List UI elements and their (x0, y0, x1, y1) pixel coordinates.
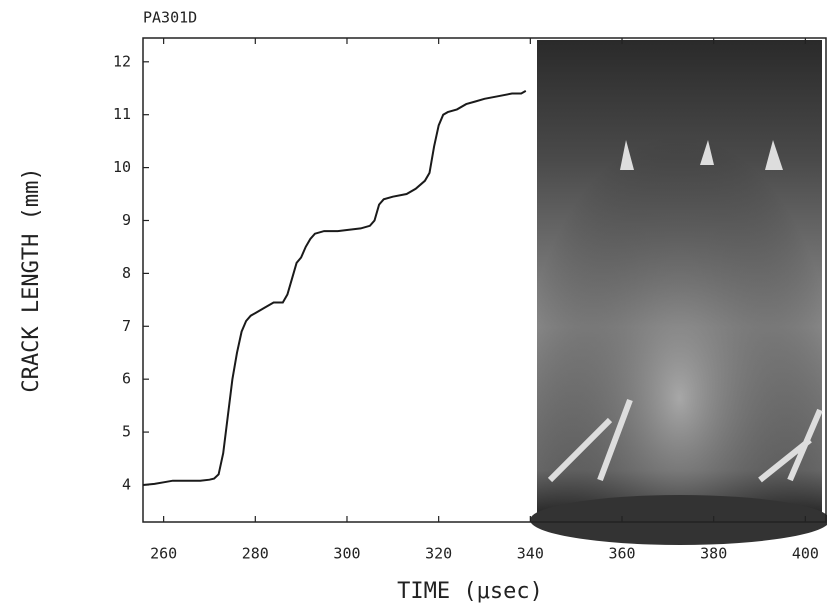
y-axis-label: CRACK LENGTH (mm) (19, 167, 44, 392)
y-tick-label: 11 (113, 105, 131, 123)
y-tick-label: 7 (122, 317, 131, 335)
data-line (142, 90, 527, 486)
x-axis-label: TIME (μsec) (397, 579, 543, 604)
y-tick-label: 12 (113, 52, 131, 70)
x-tick-label: 260 (150, 545, 177, 563)
x-tick-label: 320 (425, 545, 452, 563)
y-tick-label: 10 (113, 158, 131, 176)
y-tick-label: 5 (122, 423, 131, 441)
x-tick-label: 380 (700, 545, 727, 563)
y-tick-label: 6 (122, 370, 131, 388)
x-tick-label: 300 (333, 545, 360, 563)
chart-title: PA301D (143, 9, 197, 27)
y-tick-label: 9 (122, 211, 131, 229)
x-tick-label: 400 (792, 545, 819, 563)
x-tick-label: 340 (517, 545, 544, 563)
y-tick-label: 8 (122, 264, 131, 282)
fracture-photo (530, 40, 827, 545)
plot-frame (142, 37, 827, 523)
x-tick-label: 280 (242, 545, 269, 563)
y-tick-label: 4 (122, 475, 131, 493)
x-tick-label: 360 (608, 545, 635, 563)
